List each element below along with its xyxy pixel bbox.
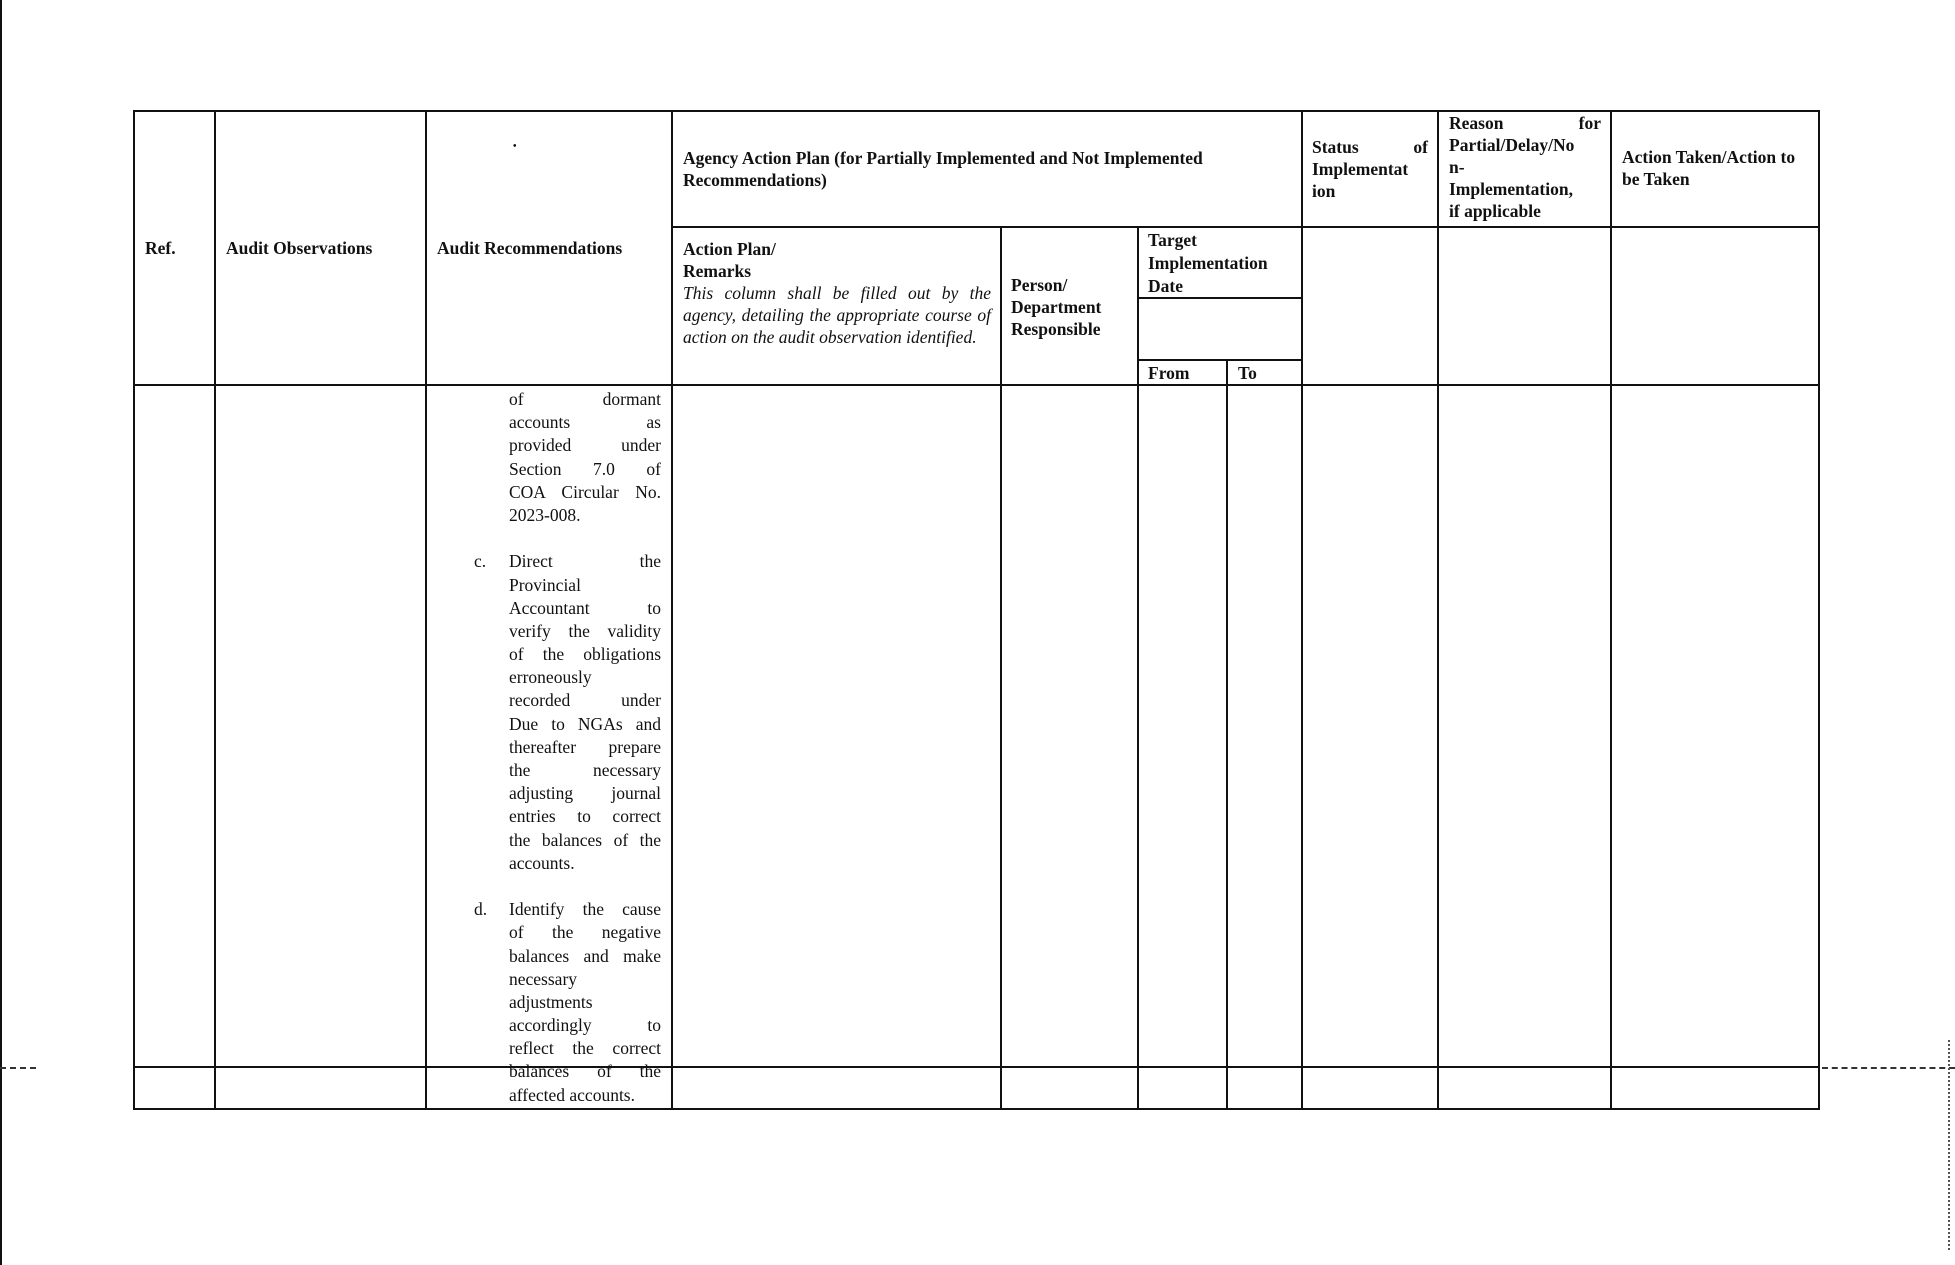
recommendation-line: accordingly to	[509, 1015, 661, 1036]
recommendation-line: of the negative	[509, 922, 661, 943]
header-recommendations-mark: •	[513, 141, 517, 152]
recommendation-line: recorded under	[509, 690, 661, 711]
status-line: Status of	[1312, 137, 1428, 157]
recommendation-line: verify the validity	[509, 620, 661, 641]
list-marker: c.	[474, 551, 487, 572]
recommendation-line: Accountant to	[509, 597, 661, 618]
header-to: To	[1238, 363, 1257, 383]
margin-mark-right	[1948, 1040, 1950, 1250]
cut-mark-left	[0, 1067, 36, 1069]
recommendation-line: entries to correct	[509, 806, 661, 827]
page-edge-left	[0, 0, 2, 1265]
recommendation-line: accounts as	[509, 412, 661, 433]
action-plan-note: This column shall be filled out by the a…	[683, 283, 991, 347]
recommendation-line: Provincial	[509, 574, 581, 595]
recommendation-line: 2023-008.	[509, 504, 581, 525]
recommendation-line: affected accounts.	[509, 1084, 635, 1105]
recommendation-line: balances and make	[509, 945, 661, 966]
header-audit-recommendations: Audit Recommendations	[437, 238, 623, 258]
header-person-responsible: Person/ Department Responsible	[1011, 275, 1102, 339]
recommendation-line: Identify the cause d.	[474, 898, 661, 921]
recommendation-line: accounts.	[509, 852, 575, 873]
header-target-date: Target Implementation Date	[1148, 230, 1268, 296]
recommendation-line: reflect the correct	[509, 1038, 661, 1059]
audit-recommendations-text: of dormant accounts as provided under Secti…	[474, 388, 661, 1107]
header-reason: Reason for Partial/Delay/No n- Implement…	[1449, 113, 1601, 221]
recommendation-line: provided under	[509, 435, 661, 456]
recommendation-line: Due to NGAs and	[509, 713, 661, 734]
cut-mark-right	[1822, 1067, 1955, 1069]
action-plan-title: Action Plan/	[683, 239, 776, 259]
status-line: Implementat	[1312, 159, 1409, 179]
action-plan-remarks: Remarks	[683, 261, 752, 281]
header-status: Status of Implementat ion	[1312, 136, 1428, 202]
header-audit-observations: Audit Observations	[226, 238, 373, 258]
list-marker: d.	[474, 899, 488, 920]
header-action-taken: Action Taken/Action to be Taken	[1622, 147, 1796, 189]
recommendation-line: the necessary	[509, 760, 661, 780]
header-from: From	[1148, 363, 1190, 383]
recommendation-line: adjustments	[509, 991, 593, 1012]
recommendation-line: balances of the	[509, 1061, 661, 1082]
recommendation-line: of the obligations	[509, 644, 661, 665]
recommendation-line: Section 7.0 of	[509, 458, 661, 479]
header-ref: Ref.	[145, 238, 176, 258]
recommendation-line: of dormant	[509, 389, 661, 409]
recommendation-line: necessary	[509, 968, 578, 989]
header-agency-action-plan: Agency Action Plan (for Partially Implem…	[683, 148, 1203, 190]
recommendation-line: adjusting journal	[509, 783, 661, 804]
status-line: ion	[1312, 181, 1336, 201]
recommendation-line: thereafter prepare	[509, 736, 661, 757]
recommendation-line: COA Circular No.	[509, 481, 661, 502]
header-action-plan: Action Plan/ Remarks This column shall b…	[683, 238, 991, 348]
recommendation-line: the balances of the	[509, 829, 661, 850]
recommendation-line: Direct the c.	[474, 550, 661, 573]
recommendation-line: erroneously	[509, 667, 592, 688]
